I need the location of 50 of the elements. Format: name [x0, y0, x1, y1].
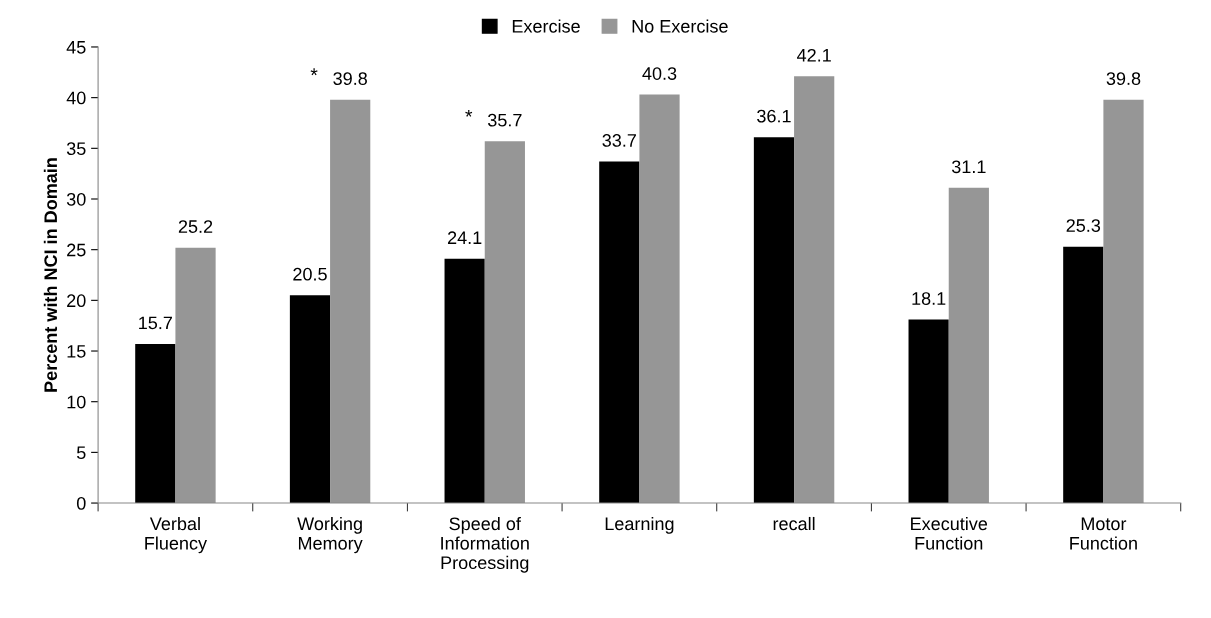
bar — [444, 258, 485, 504]
data-label: 42.1 — [797, 48, 831, 62]
data-label: 25.2 — [178, 220, 213, 233]
y-tick-label: 0 — [76, 496, 86, 510]
y-axis-title: Percent with NCI in Domain — [43, 158, 58, 392]
bar — [1063, 246, 1104, 504]
annotation: * — [465, 109, 473, 117]
data-label: 35.7 — [487, 113, 522, 127]
data-label: 25.3 — [1066, 219, 1101, 232]
bar — [908, 319, 949, 504]
x-tick-label: Learning — [605, 516, 674, 534]
legend-label: Exercise — [512, 19, 580, 33]
bar — [1103, 99, 1144, 504]
bar — [135, 343, 176, 504]
data-label: 39.8 — [333, 72, 367, 85]
bar — [599, 161, 640, 504]
data-label: 39.8 — [1106, 72, 1141, 85]
x-tick-label: recall — [773, 516, 815, 531]
bar — [753, 137, 795, 504]
y-tick-label: 45 — [66, 41, 86, 54]
x-tick-label: Motor Function — [1070, 517, 1137, 550]
data-label: 18.1 — [912, 292, 946, 305]
bar — [794, 76, 835, 504]
y-tick-label: 30 — [66, 192, 86, 206]
data-label: 40.3 — [642, 67, 677, 80]
bar — [289, 295, 331, 504]
y-tick-label: 15 — [67, 345, 86, 358]
bar — [484, 141, 525, 504]
bar — [948, 187, 989, 504]
x-tick-label: Speed of Information Processing — [441, 516, 529, 573]
y-tick-label: 35 — [66, 142, 86, 156]
x-tick-label: Working Memory — [297, 516, 363, 554]
data-label: 15.7 — [139, 316, 172, 330]
y-tick-label: 20 — [67, 294, 86, 308]
y-tick-label: 5 — [76, 446, 86, 460]
data-label: 31.1 — [951, 160, 986, 174]
y-tick-label: 25 — [67, 243, 86, 257]
y-tick-label: 40 — [66, 91, 86, 105]
bar — [330, 99, 371, 504]
data-label: 36.1 — [757, 109, 791, 123]
data-label: 33.7 — [602, 134, 636, 147]
legend-label: No Exercise — [632, 19, 728, 33]
bar — [639, 94, 680, 504]
annotation: * — [310, 68, 318, 76]
bar — [175, 247, 216, 504]
data-label: 20.5 — [293, 267, 327, 281]
x-tick-label: Verbal Fluency — [145, 516, 207, 554]
y-tick-label: 10 — [67, 395, 86, 409]
data-label: 24.1 — [447, 231, 482, 244]
x-tick-label: Executive Function — [911, 516, 988, 550]
